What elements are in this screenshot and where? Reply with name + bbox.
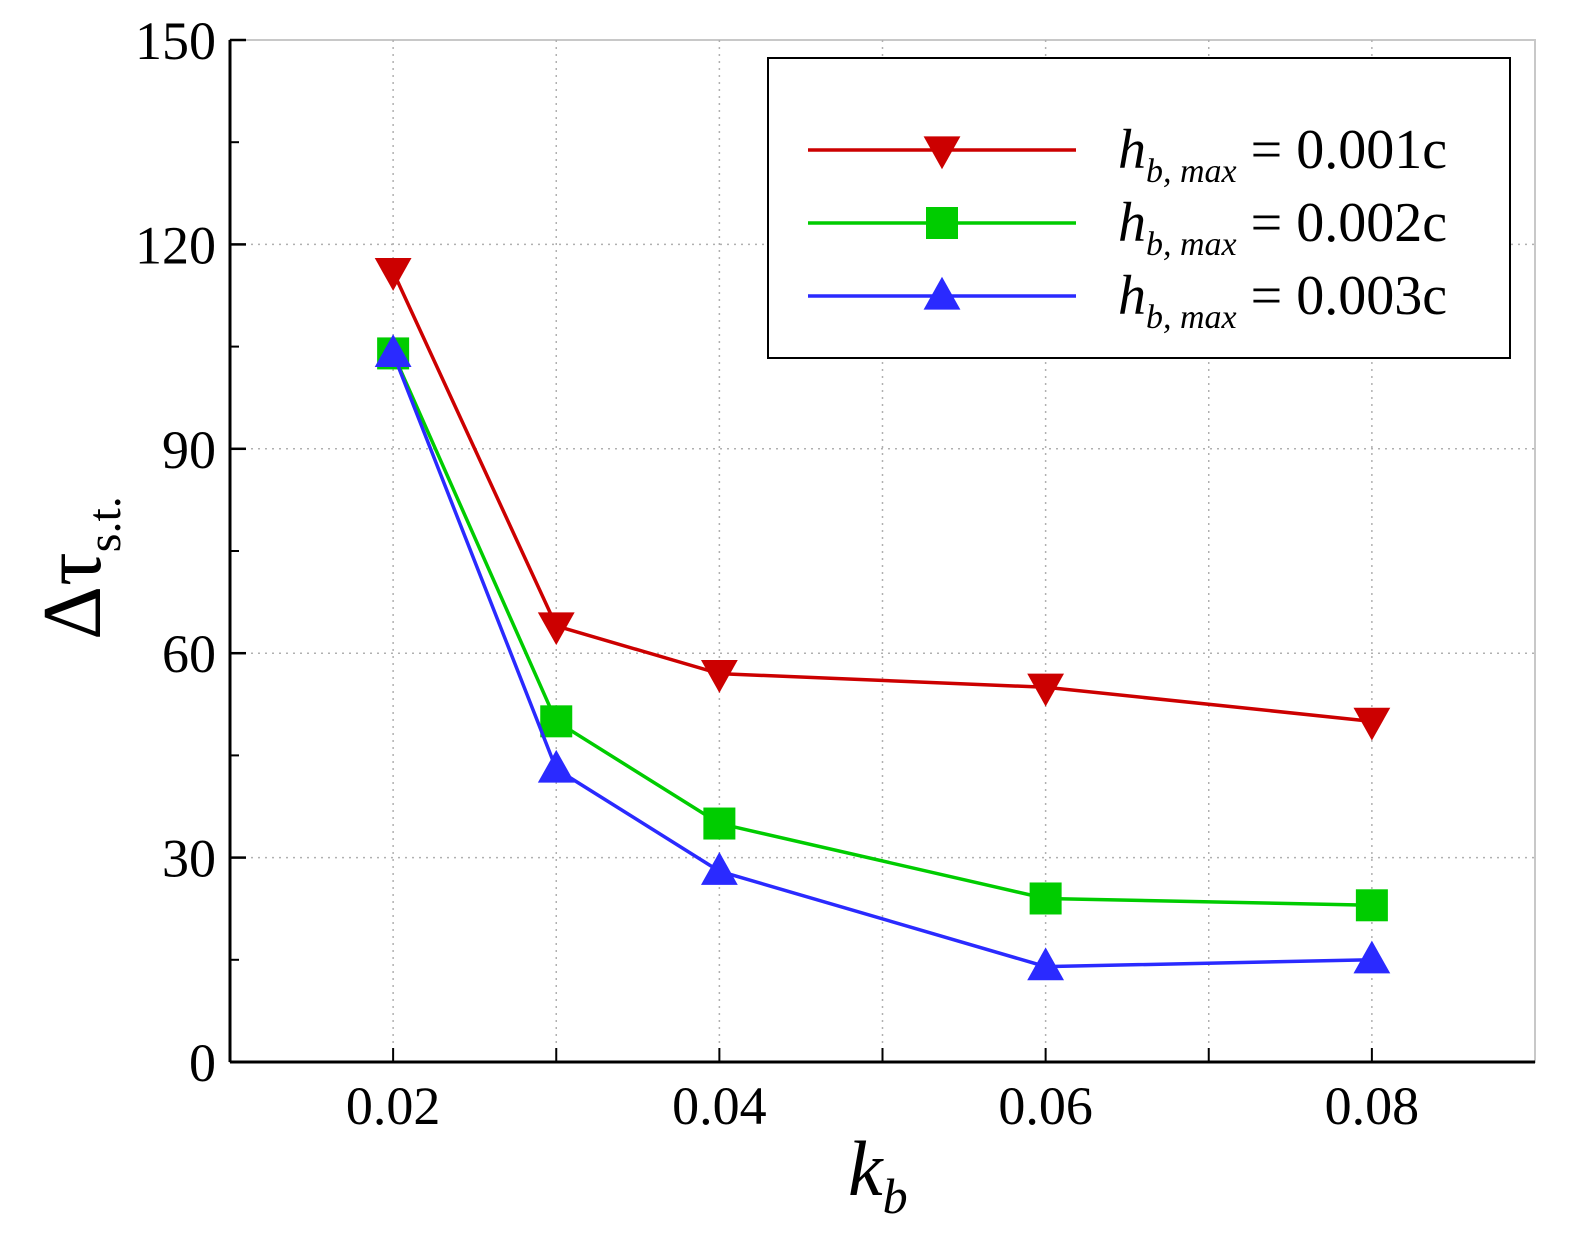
data-point [703, 807, 736, 840]
y-axis-title-sub: s.t. [78, 496, 131, 552]
legend-label-rest: = 0.002c [1237, 192, 1447, 254]
data-point [700, 660, 738, 693]
data-point [1353, 707, 1391, 741]
y-tick-label: 0 [189, 1033, 216, 1093]
y-tick-label: 120 [135, 215, 216, 275]
legend-label-main: h [1118, 192, 1146, 254]
x-axis-title: kb [848, 1125, 908, 1224]
data-point [700, 852, 738, 885]
x-axis-title-main: k [848, 1125, 884, 1212]
y-axis-title-group: Δτs.t. [26, 496, 131, 640]
y-axis-title-main: Δτ [26, 552, 119, 640]
legend-label-main: h [1118, 265, 1146, 327]
series-1 [374, 258, 1391, 741]
y-axis-title: Δτs.t. [26, 496, 131, 640]
legend-label-rest: = 0.001c [1237, 119, 1447, 181]
legend-label: hb, max = 0.003c [1118, 265, 1447, 336]
legend-label-sub: b, max [1146, 153, 1237, 190]
data-point [540, 705, 573, 738]
y-tick-label: 150 [135, 11, 216, 71]
legend-label: hb, max = 0.001c [1118, 119, 1447, 190]
data-point [1353, 940, 1391, 974]
x-tick-label: 0.06 [998, 1076, 1093, 1136]
legend-entry-1: hb, max = 0.001c [808, 119, 1447, 190]
legend-entry-3: hb, max = 0.003c [808, 265, 1447, 336]
series-3 [374, 334, 1391, 981]
data-point [1029, 882, 1062, 915]
series-group [374, 258, 1391, 981]
legend-marker [926, 207, 958, 239]
x-tick-label: 0.04 [672, 1076, 767, 1136]
legend-label-main: h [1118, 119, 1146, 181]
legend-box [767, 57, 1511, 359]
legend-label: hb, max = 0.002c [1118, 192, 1447, 263]
legend-label-sub: b, max [1146, 299, 1237, 336]
data-point [1027, 947, 1065, 981]
y-tick-label: 90 [162, 420, 216, 480]
x-axis-title-sub: b [883, 1168, 908, 1224]
legend-marker [923, 136, 961, 170]
data-point [374, 258, 412, 291]
y-tick-label: 30 [162, 829, 216, 889]
x-tick-label: 0.02 [346, 1076, 441, 1136]
legend-marker [923, 276, 961, 310]
data-point [1027, 673, 1065, 707]
ticks: 0 30 60 90 120 150 0.02 0.04 0.06 0.08 [135, 11, 1419, 1136]
legend-entry-2: hb, max = 0.002c [808, 192, 1447, 263]
x-tick-label: 0.08 [1325, 1076, 1420, 1136]
legend-label-sub: b, max [1146, 226, 1237, 263]
data-point [1355, 889, 1388, 922]
data-point [374, 334, 412, 368]
legend-label-rest: = 0.003c [1237, 265, 1447, 327]
data-point [537, 612, 575, 646]
y-tick-label: 60 [162, 624, 216, 684]
data-point [537, 749, 575, 783]
